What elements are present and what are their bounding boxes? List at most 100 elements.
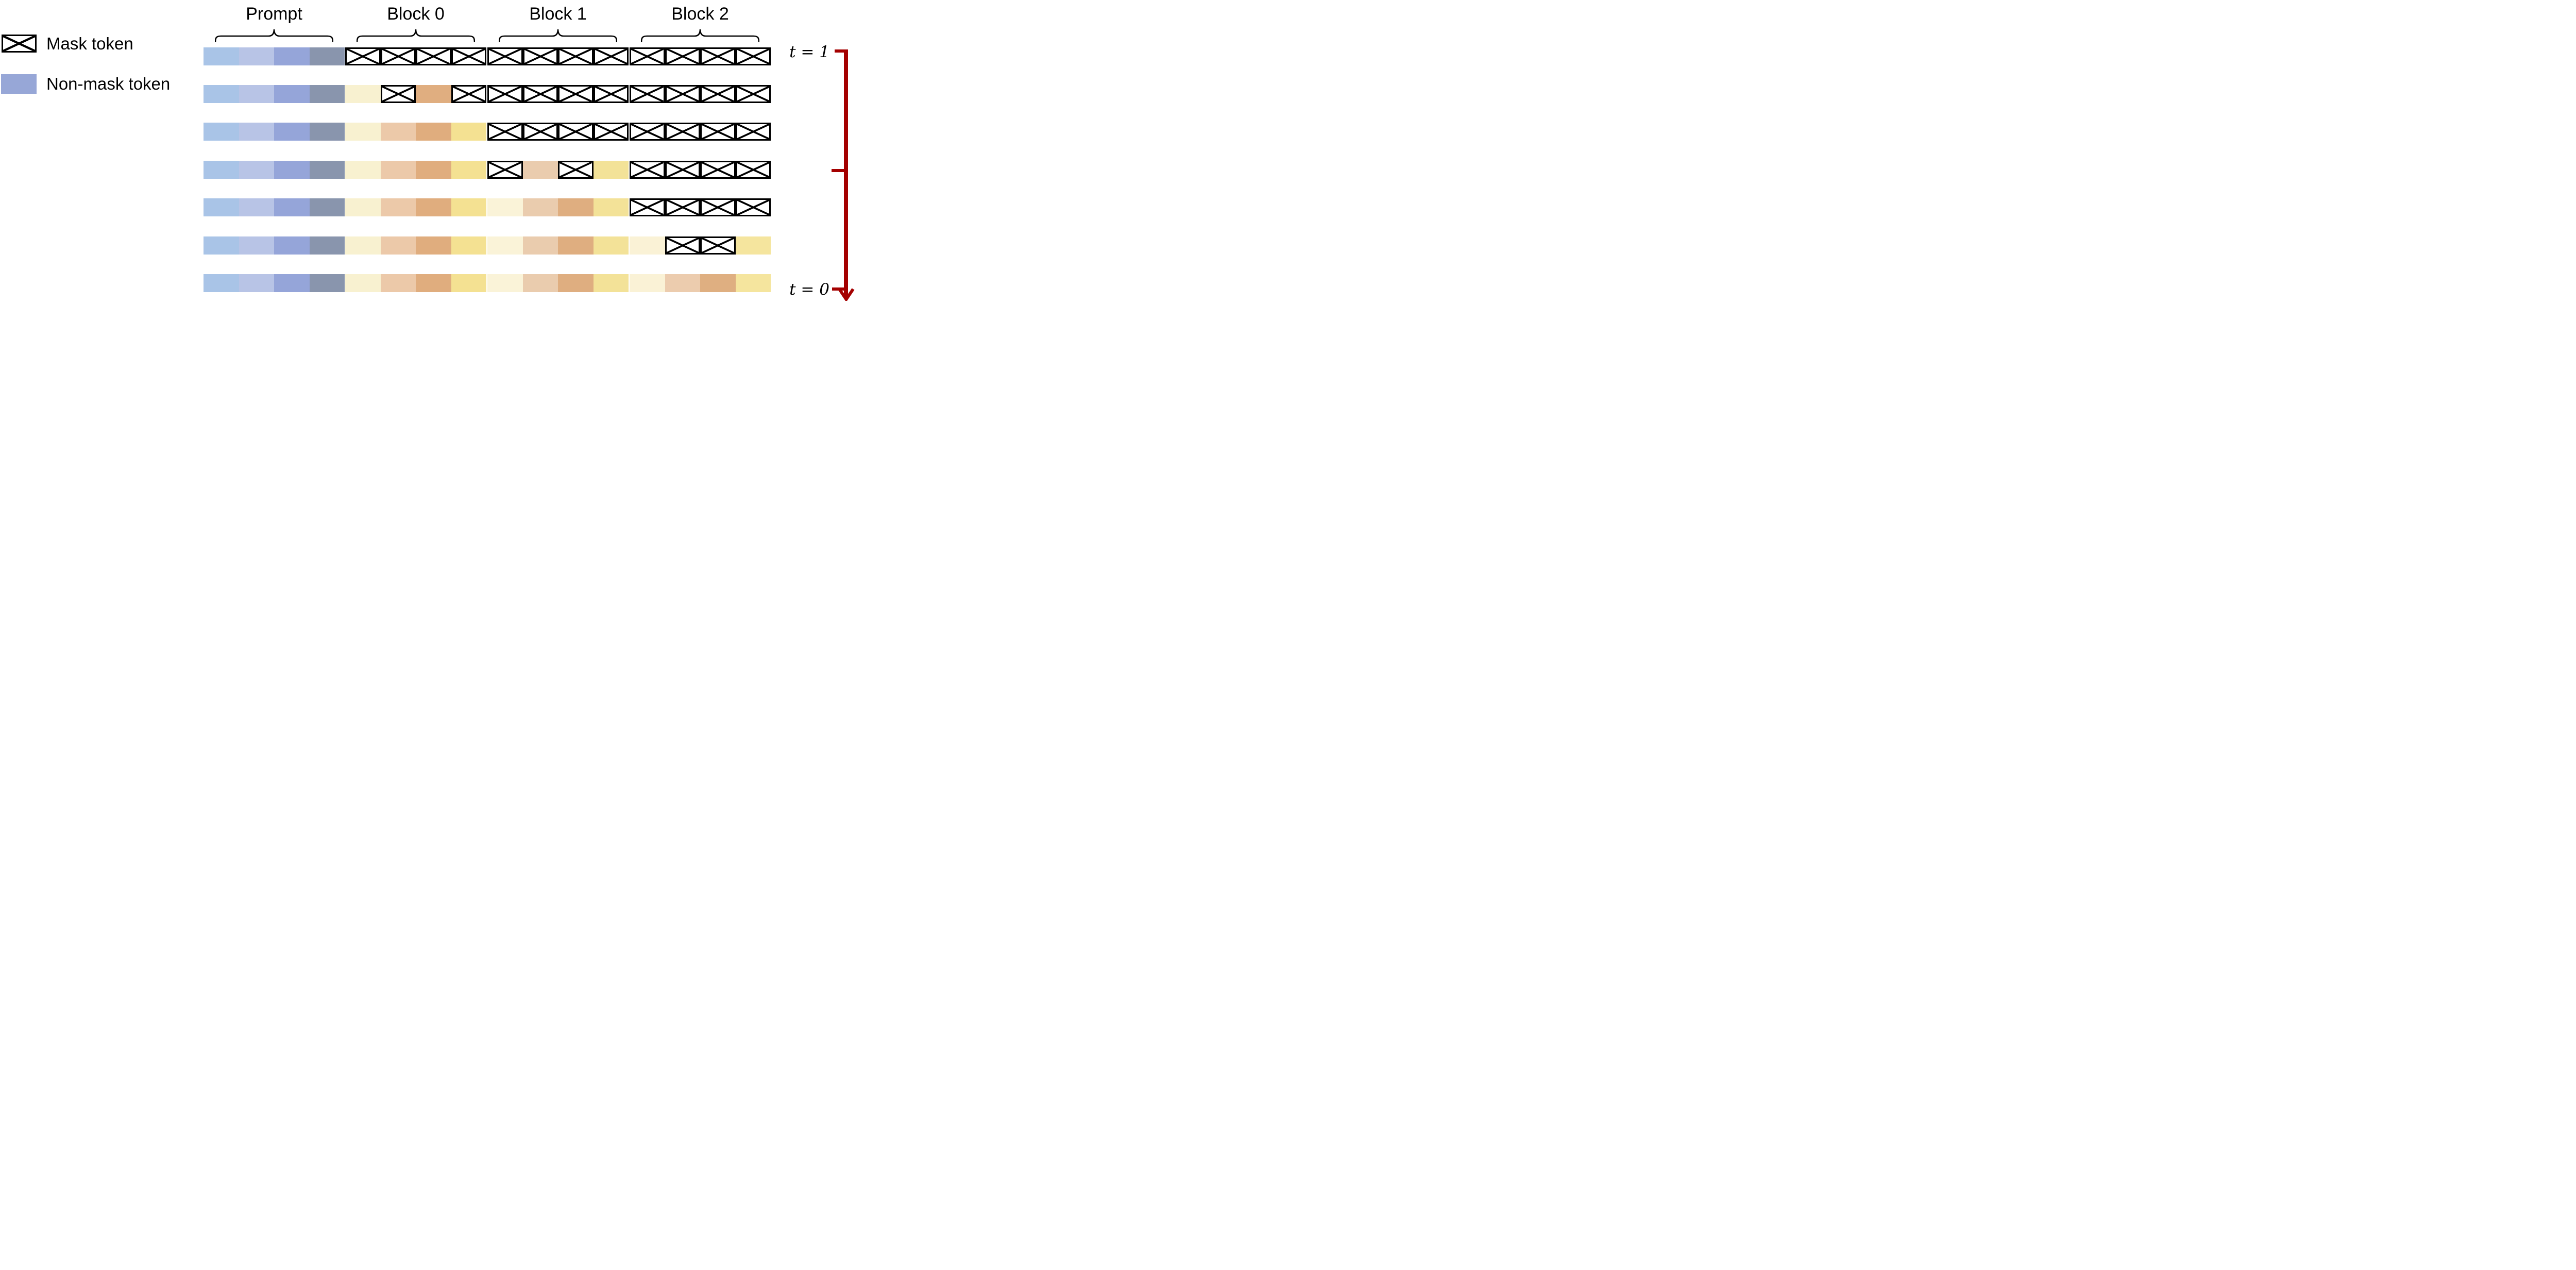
- mask-token-cell: [593, 85, 629, 103]
- mask-token-cell: [665, 123, 700, 141]
- token-cell: [204, 274, 239, 292]
- legend-mask-label: Mask token: [46, 34, 133, 53]
- mask-token-cell: [700, 161, 736, 179]
- mask-token-cell: [593, 123, 629, 141]
- mask-token-cell: [665, 198, 700, 216]
- group-header-block-2: Block 2: [671, 4, 729, 24]
- token-cell: [309, 123, 345, 141]
- token-cell: [309, 274, 345, 292]
- mask-token-cell: [700, 47, 736, 65]
- token-cell: [274, 85, 310, 103]
- group-header-block-1: Block 1: [529, 4, 587, 24]
- token-cell: [380, 274, 416, 292]
- token-cell: [451, 198, 486, 216]
- token-cell: [522, 236, 558, 255]
- token-cell: [735, 236, 771, 255]
- brace-block-0: [357, 29, 475, 43]
- mask-token-cell: [416, 47, 451, 65]
- group-header-prompt: Prompt: [246, 4, 302, 24]
- mask-token-cell: [735, 123, 771, 141]
- mask-token-cell: [665, 85, 700, 103]
- token-cell: [309, 198, 345, 216]
- token-cell: [380, 123, 416, 141]
- mask-token-cell: [700, 123, 736, 141]
- mask-token-cell: [665, 161, 700, 179]
- mask-token-cell: [522, 85, 558, 103]
- token-cell: [380, 198, 416, 216]
- token-cell: [309, 236, 345, 255]
- legend-non-mask-label: Non-mask token: [46, 74, 171, 93]
- figure-canvas: Mask token Non-mask token Prompt Block 0 B…: [0, 0, 858, 317]
- token-cell: [274, 47, 310, 65]
- token-cell: [416, 161, 451, 179]
- token-cell: [416, 236, 451, 255]
- token-cell: [522, 161, 558, 179]
- token-cell: [416, 198, 451, 216]
- token-cell: [274, 236, 310, 255]
- mask-token-cell: [735, 161, 771, 179]
- token-cell: [558, 274, 594, 292]
- token-cell: [204, 47, 239, 65]
- non-mask-token-icon: [1, 74, 37, 94]
- token-cell: [522, 274, 558, 292]
- token-cell: [487, 198, 523, 216]
- mask-token-cell: [630, 123, 665, 141]
- time-end-label: t = 0: [789, 280, 829, 299]
- mask-token-cell: [700, 85, 736, 103]
- token-cell: [665, 274, 700, 292]
- mask-token-cell: [487, 47, 523, 65]
- token-cell: [345, 274, 381, 292]
- token-cell: [735, 274, 771, 292]
- brace-block-1: [499, 29, 617, 43]
- token-cell: [416, 123, 451, 141]
- mask-token-cell: [593, 47, 629, 65]
- token-cell: [309, 47, 345, 65]
- token-cell: [239, 47, 274, 65]
- token-cell: [558, 198, 594, 216]
- token-cell: [239, 236, 274, 255]
- time-start-label: t = 1: [789, 43, 829, 61]
- mask-token-cell: [345, 47, 381, 65]
- token-cell: [345, 85, 381, 103]
- timeline-mid-tick: [832, 169, 844, 172]
- token-cell: [451, 236, 486, 255]
- mask-token-cell: [630, 161, 665, 179]
- token-cell: [239, 85, 274, 103]
- mask-token-cell: [558, 161, 594, 179]
- mask-token-cell: [735, 85, 771, 103]
- token-cell: [239, 161, 274, 179]
- token-cell: [630, 274, 665, 292]
- timeline-top-tick: [835, 49, 848, 53]
- mask-token-cell: [522, 47, 558, 65]
- mask-token-cell: [735, 198, 771, 216]
- mask-token-cell: [700, 198, 736, 216]
- token-cell: [274, 198, 310, 216]
- token-cell: [380, 161, 416, 179]
- token-cell: [309, 85, 345, 103]
- token-cell: [416, 274, 451, 292]
- token-cell: [593, 161, 629, 179]
- token-cell: [345, 123, 381, 141]
- token-cell: [204, 123, 239, 141]
- token-cell: [487, 236, 523, 255]
- mask-token-cell: [630, 47, 665, 65]
- mask-token-cell: [630, 85, 665, 103]
- mask-token-icon: [2, 35, 37, 53]
- mask-token-cell: [380, 47, 416, 65]
- token-cell: [593, 274, 629, 292]
- mask-token-cell: [451, 47, 486, 65]
- token-cell: [451, 274, 486, 292]
- mask-token-cell: [665, 236, 700, 255]
- token-cell: [451, 161, 486, 179]
- token-cell: [309, 161, 345, 179]
- token-cell: [593, 198, 629, 216]
- timeline-arrow-line: [844, 49, 848, 297]
- token-cell: [345, 161, 381, 179]
- brace-block-2: [641, 29, 759, 43]
- token-cell: [380, 236, 416, 255]
- token-cell: [487, 274, 523, 292]
- token-cell: [700, 274, 736, 292]
- token-cell: [204, 198, 239, 216]
- mask-token-cell: [558, 47, 594, 65]
- timeline-bottom-tick: [832, 287, 844, 291]
